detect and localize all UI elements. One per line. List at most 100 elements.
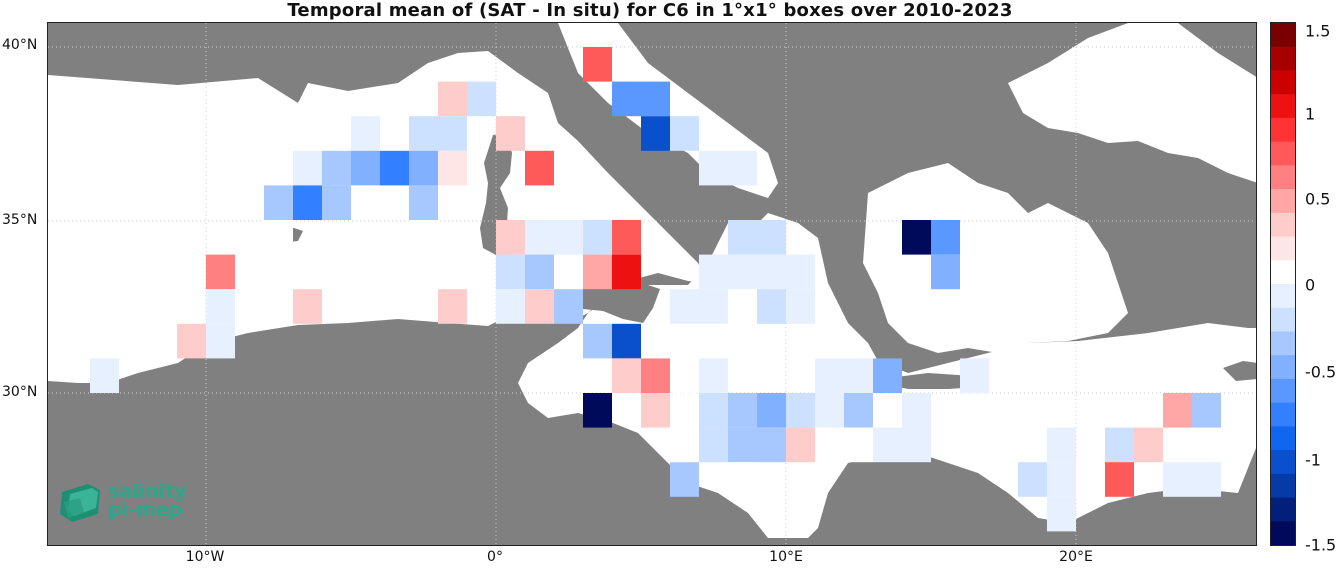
data-box-3 (641, 116, 670, 151)
data-box-64 (90, 358, 119, 393)
lon-tick-0: 0° (487, 549, 503, 565)
data-box-70 (844, 358, 873, 393)
data-box-82 (1163, 393, 1192, 428)
data-box-101 (1105, 462, 1134, 497)
data-box-14 (293, 150, 322, 186)
colorbar-segment-0 (1271, 23, 1295, 48)
data-box-12 (409, 116, 438, 151)
lon-tick-10e: 10°E (769, 549, 803, 565)
data-box-44 (728, 254, 757, 290)
data-box-4 (670, 116, 699, 151)
data-box-19 (438, 150, 467, 186)
lon-tick-10w: 10°W (185, 549, 225, 565)
colorbar-segment-18 (1271, 450, 1295, 475)
sea-black (1008, 23, 1256, 183)
data-box-61 (583, 323, 612, 359)
colorbar-segment-2 (1271, 70, 1295, 95)
data-box-30 (554, 220, 583, 255)
colorbar-tick-neg0.5: -0.5 (1305, 362, 1337, 382)
data-box-104 (1047, 496, 1076, 532)
data-box-77 (757, 393, 786, 428)
logo-line-1: salinity (108, 480, 187, 502)
salinity-pimep-logo: salinity pi-mep (58, 476, 198, 528)
data-box-100 (1076, 462, 1105, 497)
data-box-57 (757, 289, 786, 324)
data-box-53 (525, 289, 554, 324)
data-box-40 (525, 254, 554, 290)
data-box-50 (293, 289, 322, 324)
data-box-94 (1105, 427, 1134, 463)
data-box-48 (206, 289, 235, 324)
data-box-32 (612, 220, 641, 255)
data-box-33 (728, 220, 757, 255)
colorbar-segment-4 (1271, 117, 1295, 143)
map-canvas (48, 23, 1256, 545)
data-box-24 (409, 185, 438, 220)
data-box-18 (409, 150, 438, 186)
data-box-54 (554, 289, 583, 324)
box-layer (90, 47, 1221, 532)
island-sicily (568, 281, 660, 323)
data-box-73 (583, 393, 612, 428)
data-box-96 (670, 462, 699, 497)
data-box-46 (786, 254, 815, 290)
data-box-7 (496, 116, 525, 151)
data-box-39 (496, 254, 525, 290)
data-box-10 (728, 150, 757, 186)
data-box-13 (438, 116, 467, 151)
map-title: Temporal mean of (SAT - In situ) for C6 … (287, 0, 1013, 21)
colorbar-segment-6 (1271, 165, 1295, 190)
data-box-51 (438, 289, 467, 324)
colorbar-segment-15 (1271, 378, 1295, 404)
data-box-27 (409, 220, 438, 255)
data-box-20 (264, 185, 293, 220)
lat-tick-40: 40°N (2, 37, 38, 53)
data-box-83 (1192, 393, 1221, 428)
colorbar-tick-1: 1 (1305, 104, 1316, 124)
data-box-23 (351, 185, 380, 220)
data-box-79 (815, 393, 844, 428)
colorbar-segment-21 (1271, 521, 1295, 546)
lat-tick-30: 30°N (2, 384, 38, 400)
data-box-56 (699, 289, 728, 324)
data-box-49 (235, 289, 264, 324)
data-box-99 (1047, 462, 1076, 497)
data-box-65 (612, 358, 641, 393)
data-box-36 (931, 220, 960, 255)
data-box-42 (612, 254, 641, 290)
data-box-68 (699, 358, 728, 393)
data-box-78 (786, 393, 815, 428)
data-box-11 (351, 116, 380, 151)
lat-tick-35: 35°N (2, 212, 38, 228)
data-box-103 (1192, 462, 1221, 497)
colorbar-segment-5 (1271, 141, 1295, 166)
data-box-72 (960, 358, 989, 393)
data-box-41 (583, 254, 612, 290)
data-box-26 (264, 220, 293, 255)
colorbar-segment-12 (1271, 307, 1295, 332)
data-box-21 (293, 185, 322, 220)
data-box-80 (844, 393, 873, 428)
data-box-28 (496, 220, 525, 255)
data-box-66 (641, 358, 670, 393)
colorbar-segment-1 (1271, 46, 1295, 71)
data-box-71 (873, 358, 902, 393)
data-box-88 (815, 427, 844, 463)
data-box-52 (496, 289, 525, 324)
data-box-62 (612, 323, 641, 359)
colorbar-segment-8 (1271, 212, 1295, 238)
island-cyprus (1223, 361, 1256, 381)
logo-line-2: pi-mep (108, 499, 183, 521)
data-box-35 (902, 220, 931, 255)
data-box-9 (699, 150, 728, 186)
colorbar-tick-neg1.5: -1.5 (1305, 535, 1337, 555)
colorbar-segment-11 (1271, 284, 1295, 309)
colorbar-tick-0.5: 0.5 (1305, 189, 1331, 209)
data-box-67 (670, 358, 699, 393)
data-box-93 (1047, 427, 1076, 463)
data-box-76 (728, 393, 757, 428)
sea-aegean (863, 163, 1128, 353)
data-box-37 (206, 254, 235, 290)
colorbar-segment-19 (1271, 473, 1295, 499)
data-box-29 (525, 220, 554, 255)
